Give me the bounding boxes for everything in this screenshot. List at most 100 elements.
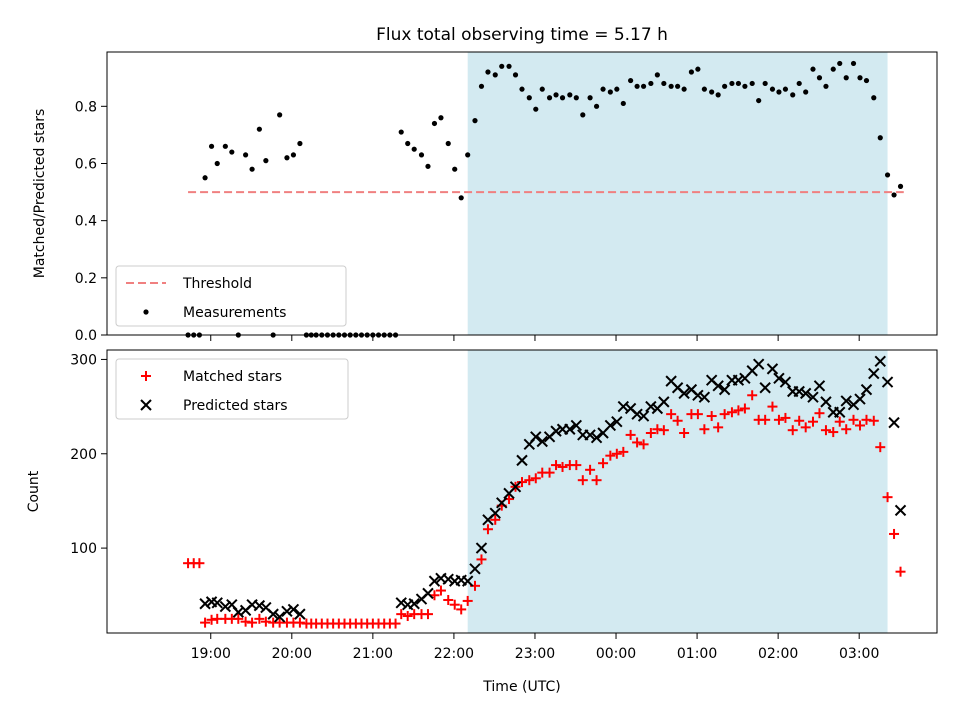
predicted-stars-point-b bbox=[604, 419, 617, 432]
measurements-point bbox=[681, 86, 687, 92]
matched-stars-point bbox=[435, 585, 446, 596]
measurements-point bbox=[709, 89, 715, 95]
predicted-stars-point bbox=[834, 406, 846, 418]
measurements-point bbox=[837, 60, 843, 67]
measurements-point bbox=[411, 146, 417, 152]
y-tick-label: 300 bbox=[70, 352, 97, 368]
matched-stars-point bbox=[618, 446, 629, 457]
predicted-stars-point bbox=[854, 393, 866, 405]
measurements-point bbox=[654, 72, 660, 78]
measurements-point bbox=[539, 86, 545, 92]
predicted-stars-point bbox=[395, 597, 407, 609]
predicted-stars-point-b bbox=[530, 431, 542, 443]
measurements-point bbox=[533, 106, 539, 112]
predicted-stars-point-b bbox=[219, 600, 232, 613]
predicted-stars-point-b bbox=[888, 416, 900, 429]
predicted-stars-point-b bbox=[658, 396, 670, 408]
measurements-point bbox=[776, 89, 782, 95]
matched-stars-point bbox=[625, 429, 636, 440]
predicted-stars-point-b bbox=[461, 575, 474, 587]
matched-stars-point bbox=[598, 458, 609, 469]
predicted-stars-point bbox=[645, 400, 657, 413]
matched-stars-point bbox=[557, 461, 568, 472]
legend-label-predicted-stars: Predicted stars bbox=[183, 398, 288, 414]
predicted-stars-point bbox=[475, 542, 488, 554]
predicted-stars-point bbox=[611, 415, 623, 428]
x-axis-label: Time (UTC) bbox=[482, 679, 560, 695]
measurements-point bbox=[256, 126, 262, 132]
predicted-stars-point-b bbox=[267, 608, 279, 620]
measurements-point bbox=[425, 163, 431, 169]
measurements-point bbox=[742, 83, 748, 89]
measurements-point bbox=[790, 92, 796, 98]
measurements-point bbox=[573, 95, 579, 101]
predicted-stars-point-b bbox=[496, 497, 508, 509]
measurements-point bbox=[715, 92, 721, 98]
measurements-point bbox=[695, 66, 701, 72]
matched-stars-point bbox=[632, 437, 643, 448]
measurements-point bbox=[445, 140, 451, 147]
legend-box bbox=[115, 265, 347, 327]
predicted-stars-point bbox=[759, 382, 771, 394]
measurements-point bbox=[290, 152, 297, 158]
measurements-point bbox=[297, 140, 303, 147]
matched-stars-point bbox=[247, 617, 258, 628]
measurements-point bbox=[884, 172, 891, 178]
matched-stars-point bbox=[605, 450, 616, 461]
matched-stars-point bbox=[476, 554, 487, 565]
predicted-stars-point-b bbox=[637, 410, 650, 422]
predicted-stars-point-b bbox=[854, 393, 866, 405]
predicted-stars-point-b bbox=[773, 372, 785, 385]
matched-stars-point bbox=[591, 475, 602, 486]
matched-stars-point bbox=[733, 405, 744, 416]
measurements-point bbox=[722, 83, 728, 89]
predicted-stars-point bbox=[287, 603, 300, 616]
measurements-point bbox=[857, 75, 863, 81]
count-panel: 100 200 300 19:00 20:00 21:00 22:00 23:00 00:00… bbox=[26, 349, 938, 662]
measurements-point bbox=[823, 83, 829, 89]
matched-stars-point bbox=[638, 439, 649, 450]
predicted-stars-point bbox=[422, 587, 434, 600]
measurements-point bbox=[850, 60, 857, 67]
x-tick-label: 03:00 bbox=[839, 646, 879, 662]
measurements-point bbox=[587, 95, 593, 101]
matched-stars-point bbox=[672, 415, 683, 426]
predicted-stars-point-b bbox=[712, 380, 724, 392]
predicted-stars-point-b bbox=[874, 355, 886, 368]
predicted-stars-point-b bbox=[611, 415, 623, 428]
matched-stars-point bbox=[233, 613, 244, 624]
predicted-stars-point bbox=[678, 387, 690, 400]
measurements-point bbox=[891, 192, 897, 198]
matched-stars-point bbox=[848, 414, 859, 425]
predicted-stars-point bbox=[888, 416, 900, 429]
measurements-point bbox=[465, 152, 471, 158]
predicted-stars-point-b bbox=[718, 383, 731, 396]
matched-stars-point bbox=[726, 407, 737, 418]
predicted-stars-point bbox=[894, 504, 907, 517]
measurements-point bbox=[648, 80, 654, 87]
matched-stars-point bbox=[834, 416, 845, 427]
predicted-stars-point bbox=[820, 396, 832, 408]
matched-stars-point bbox=[402, 611, 413, 622]
ratio-observing-window bbox=[467, 52, 888, 335]
measurements-point bbox=[843, 75, 849, 81]
measurements-point bbox=[897, 183, 904, 189]
predicted-stars-point-b bbox=[868, 367, 880, 380]
ratio-y-axis-label: Matched/Predicted stars bbox=[32, 109, 48, 279]
matched-stars-point bbox=[645, 428, 656, 439]
predicted-stars-point bbox=[509, 481, 522, 493]
matched-stars-point bbox=[895, 566, 906, 577]
predicted-stars-point-b bbox=[564, 423, 576, 435]
predicted-stars-point-b bbox=[698, 391, 711, 403]
measurements-point bbox=[438, 115, 444, 121]
measurements-series bbox=[185, 60, 904, 338]
measurements-point bbox=[553, 92, 559, 98]
matched-stars-point bbox=[739, 403, 750, 414]
predicted-stars-point-b bbox=[475, 542, 488, 554]
predicted-stars-point bbox=[692, 389, 704, 401]
x-tick-label: 01:00 bbox=[677, 646, 717, 662]
predicted-stars-point bbox=[874, 355, 886, 368]
predicted-stars-point bbox=[489, 507, 501, 519]
x-tick-label: 22:00 bbox=[434, 646, 474, 662]
